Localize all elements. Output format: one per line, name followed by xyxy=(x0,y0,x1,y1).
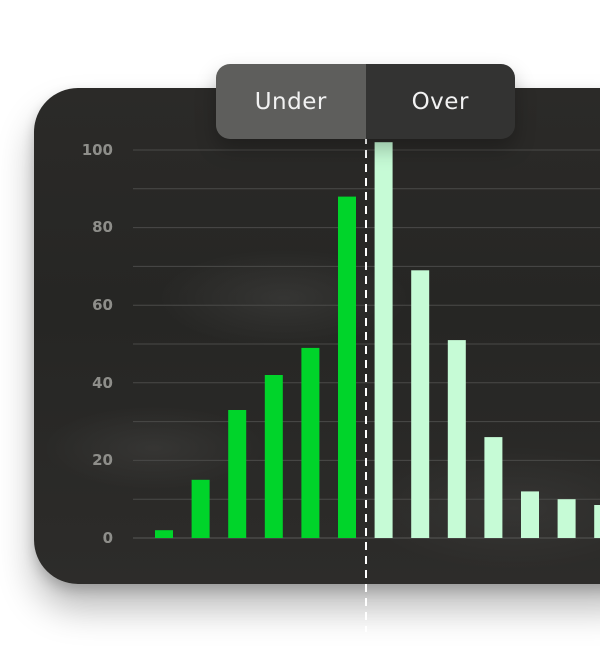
over-bar xyxy=(411,270,430,538)
y-axis-ticks: 0 20 40 60 80 100 xyxy=(82,141,113,547)
over-toggle-label: Over xyxy=(411,88,469,115)
y-tick-label: 20 xyxy=(92,451,113,469)
gridlines xyxy=(133,149,600,539)
over-bar xyxy=(521,491,539,538)
over-toggle-button[interactable]: Over xyxy=(365,64,515,139)
bars xyxy=(155,142,600,538)
y-tick-label: 0 xyxy=(103,529,113,547)
under-over-toggle[interactable]: Under Over xyxy=(216,64,515,139)
y-tick-label: 60 xyxy=(92,296,113,314)
over-bar xyxy=(594,505,600,538)
under-bar xyxy=(338,196,356,538)
y-tick-label: 100 xyxy=(82,141,113,159)
over-bar xyxy=(447,340,466,538)
under-bar xyxy=(301,347,320,538)
over-bar xyxy=(484,437,503,538)
over-bar xyxy=(374,142,393,538)
y-tick-label: 40 xyxy=(92,374,113,392)
y-tick-label: 80 xyxy=(92,218,113,236)
under-bar xyxy=(191,479,210,538)
under-bar xyxy=(228,410,247,538)
under-toggle-button[interactable]: Under xyxy=(216,64,366,139)
over-bar xyxy=(557,499,576,538)
under-bar xyxy=(264,375,283,538)
under-toggle-label: Under xyxy=(254,88,327,115)
under-bar xyxy=(155,530,173,538)
